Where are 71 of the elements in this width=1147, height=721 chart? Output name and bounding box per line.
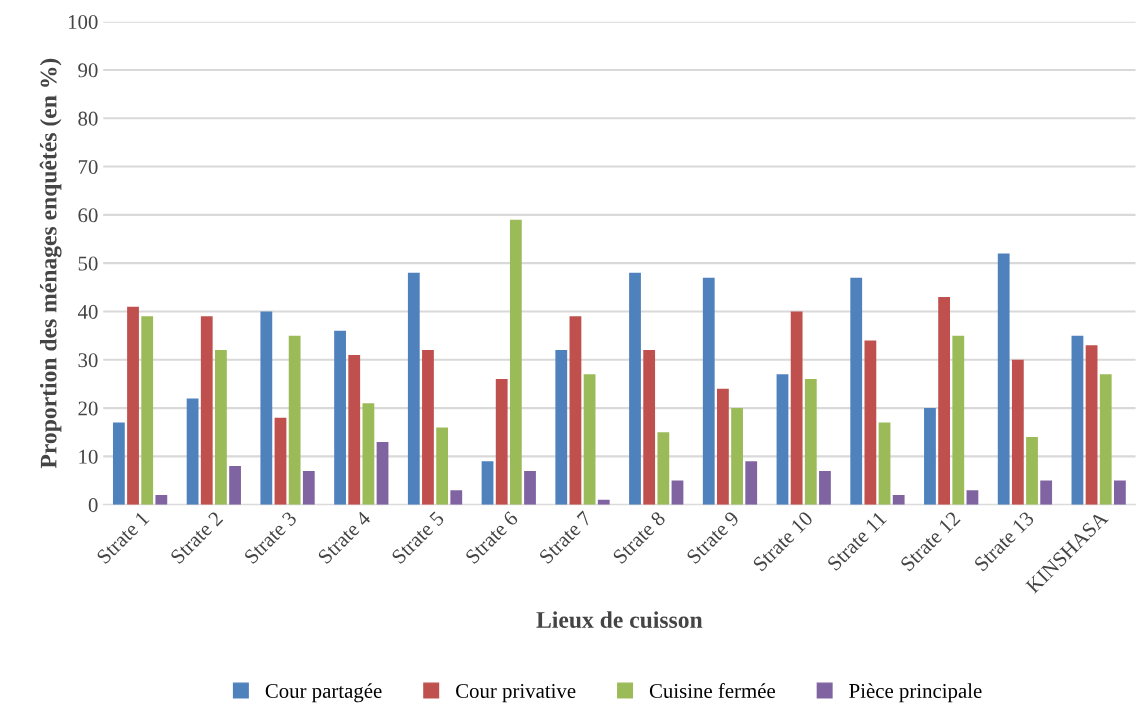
y-tick-label: 100 [68,15,98,30]
bar [924,408,936,505]
bar [745,461,758,505]
bar [260,311,273,505]
bar [717,388,729,505]
bar [804,379,817,505]
bar [186,398,199,505]
bar [1040,480,1053,505]
bar [450,490,463,505]
bar [1026,437,1038,505]
bar [850,277,863,505]
legend-label: Cour privative [456,683,576,703]
bar [952,335,965,505]
y-tick-label: 50 [78,256,98,271]
bar [569,316,582,505]
y-tick-label: 80 [78,111,98,126]
bar [509,219,522,505]
y-tick-label: 10 [79,449,98,464]
bar [141,316,154,505]
bar [657,432,670,505]
bar [200,316,213,505]
bar [1071,335,1084,505]
bar [583,374,596,505]
bar [155,495,168,505]
bar [1011,359,1024,505]
x-axis-title: Lieux de cuisson [536,611,703,628]
bar [643,350,656,505]
bar [555,350,568,505]
y-tick-label: 30 [78,353,98,368]
bar [481,461,494,505]
bar [892,495,905,505]
y-tick-label: 40 [77,304,98,319]
bar [966,490,979,505]
bar [790,311,803,505]
y-tick-label: 70 [78,159,98,174]
legend-label: Pièce principale [849,683,982,703]
bar [127,306,139,505]
bar [407,272,420,505]
bar [731,408,743,505]
bar [1085,345,1098,505]
bar [348,354,361,505]
y-tick-label: 90 [78,63,98,78]
bar [878,422,891,505]
bar [629,272,641,505]
bar [112,422,125,505]
bar [819,470,831,505]
legend-label: Cour partagée [265,683,382,703]
bar [376,441,389,505]
bar [997,253,1010,505]
bar [1099,374,1112,505]
bar [864,340,877,505]
bar [495,379,508,505]
bar [302,470,315,505]
bar [215,350,227,505]
bar [362,403,375,505]
bar [524,470,536,505]
bar [776,374,789,505]
bar [334,330,346,505]
y-tick-label: 60 [78,208,98,223]
bar [1114,480,1126,505]
y-tick-label: 0 [88,498,98,513]
bar [229,466,241,505]
bar [288,335,301,505]
y-tick-label: 20 [78,401,98,416]
bar [274,417,287,505]
bar [436,427,449,505]
legend-label: Cuisine fermée [649,683,775,698]
bar [702,277,715,505]
bar [422,350,434,505]
y-axis-title: Proportion des ménages enquêtés (en %) [39,58,62,469]
bar [938,296,951,505]
